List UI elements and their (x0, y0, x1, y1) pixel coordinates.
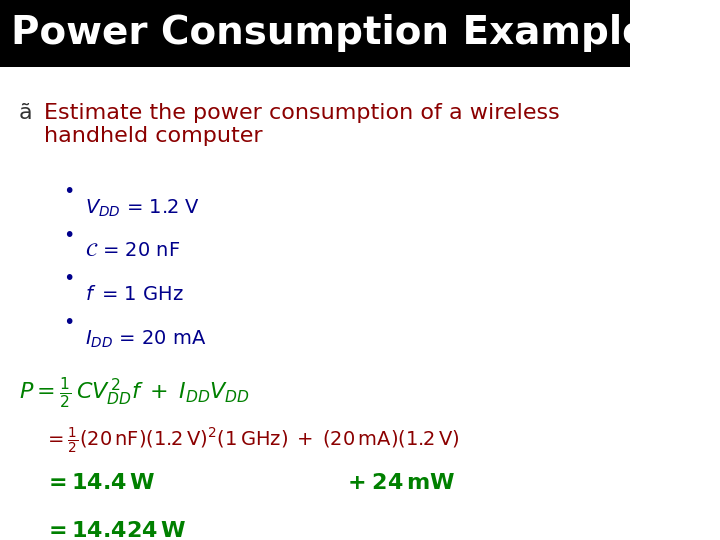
Text: $f\,$ = 1 GHz: $f\,$ = 1 GHz (85, 285, 184, 304)
Text: •: • (63, 269, 74, 288)
Text: ã: ã (19, 103, 32, 123)
Text: Power Consumption Example: Power Consumption Example (12, 15, 649, 52)
Text: Estimate the power consumption of a wireless
handheld computer: Estimate the power consumption of a wire… (44, 103, 560, 146)
Text: $\mathcal{C}$ = 20 nF: $\mathcal{C}$ = 20 nF (85, 241, 181, 260)
Text: •: • (63, 313, 74, 332)
Text: $\mathbf{+\;24\,mW}$: $\mathbf{+\;24\,mW}$ (347, 472, 455, 492)
Text: $I_{DD}$ = 20 mA: $I_{DD}$ = 20 mA (85, 329, 207, 350)
FancyBboxPatch shape (0, 0, 631, 67)
Text: •: • (63, 226, 74, 245)
Text: $\mathbf{= 14.424\,W}$: $\mathbf{= 14.424\,W}$ (44, 522, 186, 540)
Text: $P = \frac{1}{2}\,CV_{DD}^{\,2}f \;+\; I_{DD}V_{DD}$: $P = \frac{1}{2}\,CV_{DD}^{\,2}f \;+\; I… (19, 375, 250, 410)
Text: $= \frac{1}{2}(20\,\mathrm{nF})(1.2\,\mathrm{V})^2(1\,\mathrm{GHz})\;+\;(20\,\ma: $= \frac{1}{2}(20\,\mathrm{nF})(1.2\,\ma… (44, 427, 460, 456)
Text: $V_{DD}$ = 1.2 V: $V_{DD}$ = 1.2 V (85, 198, 200, 219)
Text: $\mathbf{= 14.4\,W}$: $\mathbf{= 14.4\,W}$ (44, 472, 156, 492)
Text: •: • (63, 182, 74, 201)
